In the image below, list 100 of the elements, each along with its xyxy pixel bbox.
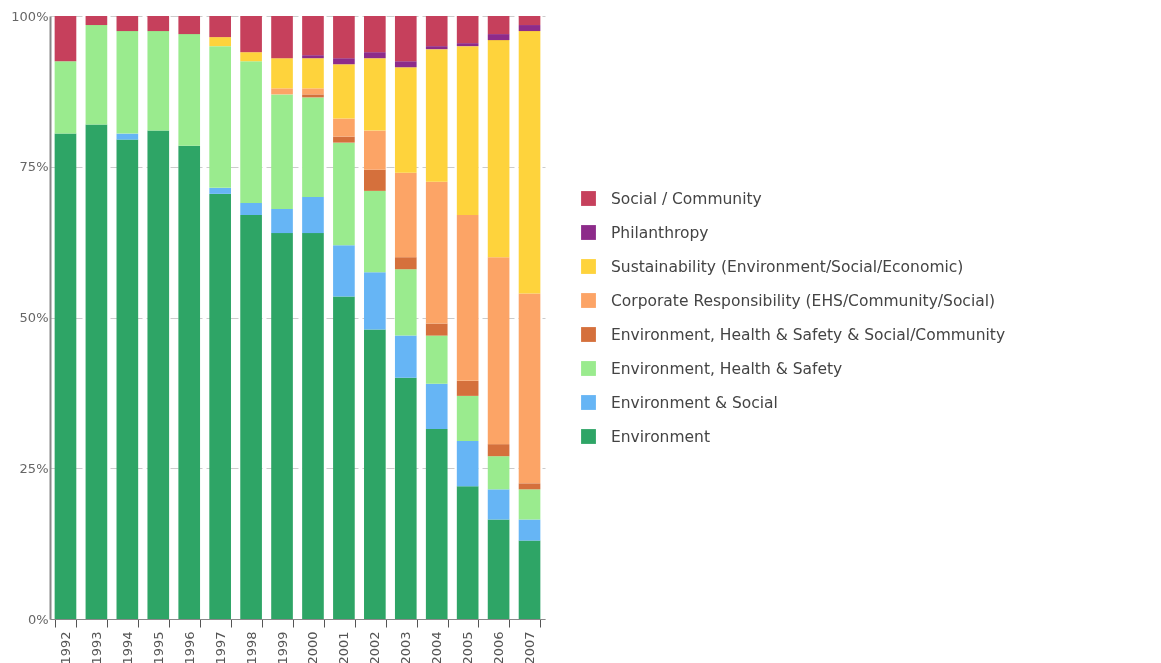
bar: [425, 383, 448, 430]
bar: [518, 25, 541, 32]
bar: [487, 16, 510, 35]
bar: [302, 16, 324, 56]
bar: [178, 34, 201, 146]
bar: [302, 97, 324, 197]
bar: [456, 441, 479, 487]
bar: [240, 61, 262, 203]
bar: [240, 214, 262, 619]
bar: [518, 540, 541, 619]
bar: [54, 133, 77, 619]
x-tick-label: 1997: [212, 631, 228, 663]
bar: [333, 296, 355, 619]
bar: [394, 335, 417, 378]
bar: [364, 52, 386, 59]
bar: [364, 58, 386, 131]
bar: [456, 380, 479, 396]
bar: [271, 208, 293, 234]
bar: [487, 489, 510, 520]
bar: [518, 16, 541, 26]
bar: [425, 46, 448, 50]
bar: [456, 214, 479, 381]
bar: [394, 377, 417, 619]
bar: [209, 187, 231, 194]
bar: [518, 293, 541, 484]
bar: [364, 190, 386, 273]
bar: [394, 67, 417, 173]
x-tick-label: 2004: [429, 631, 445, 663]
bar: [116, 133, 139, 140]
bar: [425, 49, 448, 182]
bar: [425, 335, 448, 384]
bar: [54, 61, 77, 134]
bar: [456, 395, 479, 442]
bar: [364, 130, 386, 170]
legend-label: Environment, Health & Safety: [611, 359, 843, 378]
bar: [487, 34, 510, 41]
bar: [333, 245, 355, 297]
bar: [394, 269, 417, 336]
bar: [302, 196, 324, 234]
bar: [456, 486, 479, 619]
bar: [302, 233, 324, 619]
x-tick-label: 2002: [367, 631, 383, 663]
y-tick-label: 50%: [19, 310, 49, 325]
x-tick-label: 1995: [150, 631, 166, 663]
bar: [302, 55, 324, 59]
legend-label: Sustainability (Environment/Social/Economic): [611, 257, 964, 276]
bar: [240, 52, 262, 62]
bar: [116, 16, 139, 32]
y-tick-label: 75%: [19, 159, 49, 175]
bar: [456, 43, 479, 47]
bar: [271, 233, 293, 619]
bar: [116, 139, 139, 619]
bar: [333, 64, 355, 119]
x-tick-label: 1993: [88, 631, 104, 663]
x-tick-label: 1994: [119, 631, 135, 663]
legend-label: Social / Community: [611, 189, 762, 208]
bar: [85, 16, 108, 26]
bar: [487, 444, 510, 457]
x-tick-label: 1996: [181, 631, 197, 663]
bar: [487, 257, 510, 445]
bar: [425, 323, 448, 336]
bar: [456, 16, 479, 44]
bar: [302, 88, 324, 95]
bar: [116, 31, 139, 134]
bar: [271, 94, 293, 209]
bar: [487, 519, 510, 619]
bar: [364, 329, 386, 619]
x-tick-label: 2007: [522, 631, 538, 663]
bar: [178, 16, 201, 35]
bar: [333, 16, 355, 59]
x-tick-label: 2005: [460, 631, 476, 663]
bar: [147, 130, 170, 619]
bar: [54, 16, 77, 62]
legend-label: Environment: [611, 427, 710, 446]
bar: [147, 31, 170, 131]
bar: [302, 94, 324, 98]
bar: [209, 37, 231, 47]
x-tick-label: 2006: [491, 631, 507, 663]
y-tick-label: 0%: [27, 611, 49, 627]
bar: [209, 193, 231, 619]
bar: [518, 489, 541, 520]
x-tick-label: 2001: [336, 631, 352, 663]
bar: [85, 124, 108, 619]
bar: [333, 118, 355, 137]
bar: [425, 429, 448, 619]
bar: [209, 46, 231, 188]
bar: [333, 136, 355, 143]
bar: [240, 202, 262, 215]
bar: [487, 456, 510, 490]
bar: [302, 58, 324, 89]
bar: [394, 172, 417, 258]
bar: [271, 58, 293, 89]
legend-label: Environment, Health & Safety & Social/Community: [611, 325, 1006, 344]
y-tick-label: 25%: [19, 460, 49, 476]
bar: [333, 58, 355, 65]
bar: [364, 169, 386, 191]
y-tick-label: 100%: [11, 8, 49, 24]
x-tick-label: 1998: [243, 631, 259, 663]
bar: [85, 25, 108, 125]
bar: [333, 142, 355, 246]
